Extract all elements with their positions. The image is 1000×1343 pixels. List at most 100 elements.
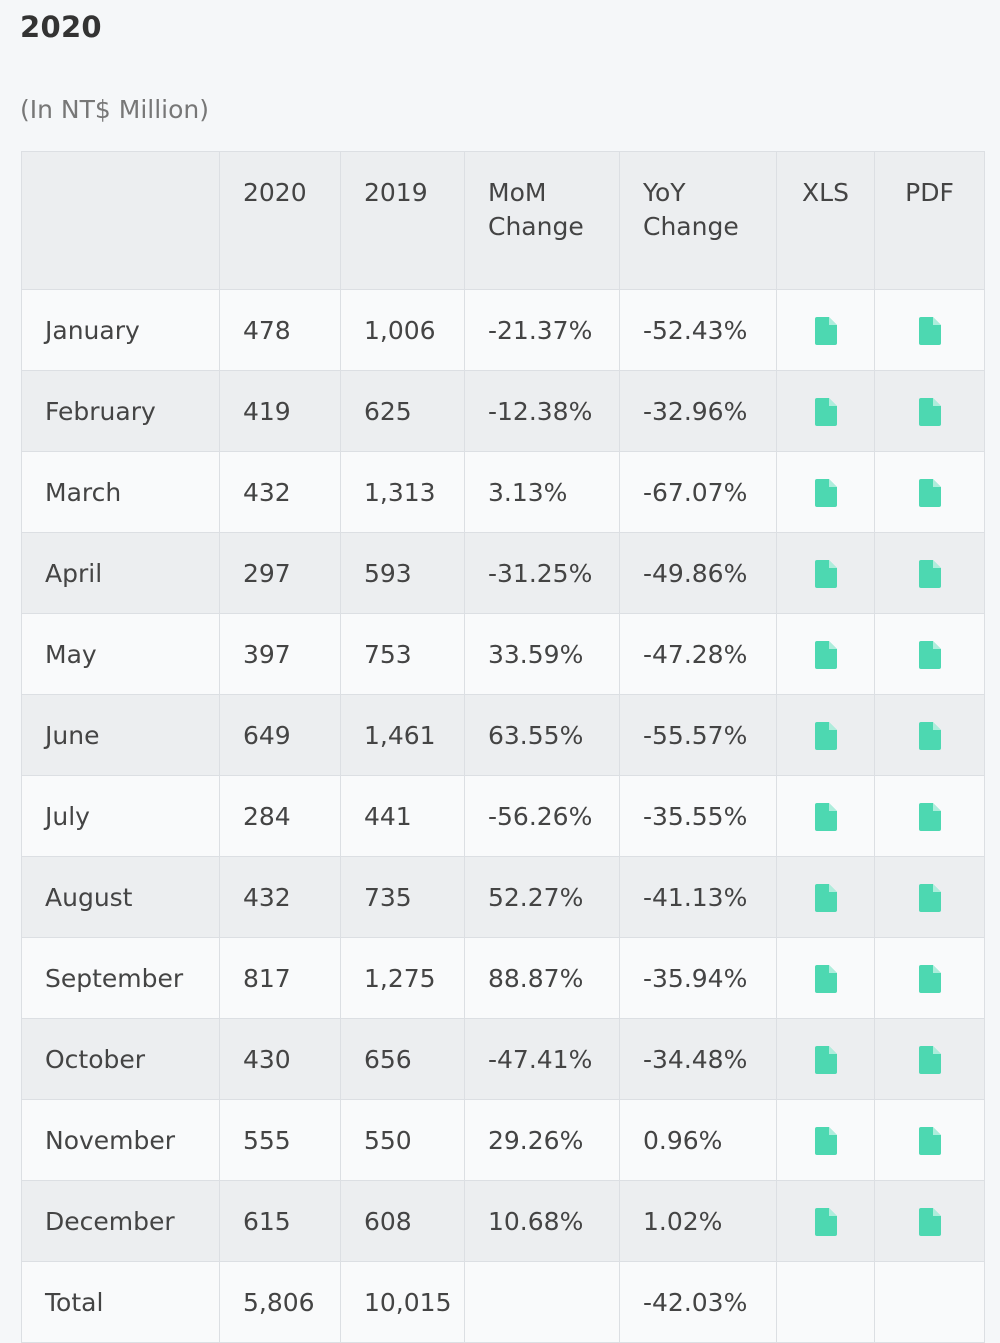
xls-download-link[interactable] <box>776 775 875 857</box>
month-label: January <box>21 289 220 371</box>
table-row: December 615 608 10.68% 1.02% <box>21 1180 985 1262</box>
xls-download-link[interactable] <box>776 532 875 614</box>
table-row: April 297 593 -31.25% -49.86% <box>21 532 985 614</box>
xls-file-icon <box>814 479 837 507</box>
table-row: November 555 550 29.26% 0.96% <box>21 1099 985 1181</box>
month-label: August <box>21 856 220 938</box>
revenue-2020: 478 <box>219 289 341 371</box>
pdf-download-link[interactable] <box>874 451 985 533</box>
pdf-file-icon <box>918 722 941 750</box>
revenue-2019: 550 <box>340 1099 465 1181</box>
yoy-change: -55.57% <box>619 694 777 776</box>
mom-change: 63.55% <box>464 694 620 776</box>
xls-file-icon <box>814 1208 837 1236</box>
revenue-2020: 555 <box>219 1099 341 1181</box>
yoy-change: -34.48% <box>619 1018 777 1100</box>
xls-download-link[interactable] <box>776 694 875 776</box>
revenue-2020: 419 <box>219 370 341 452</box>
revenue-2020: 817 <box>219 937 341 1019</box>
xls-file-icon <box>814 884 837 912</box>
month-label: July <box>21 775 220 857</box>
xls-file-icon <box>814 803 837 831</box>
yoy-change: -32.96% <box>619 370 777 452</box>
revenue-2020: 430 <box>219 1018 341 1100</box>
mom-change: 52.27% <box>464 856 620 938</box>
xls-download-link[interactable] <box>776 1099 875 1181</box>
table-row: August 432 735 52.27% -41.13% <box>21 856 985 938</box>
pdf-file-icon <box>918 1208 941 1236</box>
revenue-2020: 297 <box>219 532 341 614</box>
xls-download-link[interactable] <box>776 289 875 371</box>
pdf-download-link[interactable] <box>874 775 985 857</box>
mom-change: 33.59% <box>464 613 620 695</box>
month-label: February <box>21 370 220 452</box>
header-pdf: PDF <box>874 151 985 290</box>
xls-download-link[interactable] <box>776 937 875 1019</box>
yoy-change: 0.96% <box>619 1099 777 1181</box>
month-label: April <box>21 532 220 614</box>
header-yoy-change: YoY Change <box>619 151 777 290</box>
yoy-change: -41.13% <box>619 856 777 938</box>
xls-file-icon <box>814 398 837 426</box>
table-row: October 430 656 -47.41% -34.48% <box>21 1018 985 1100</box>
yoy-change: -35.94% <box>619 937 777 1019</box>
unit-note: (In NT$ Million) <box>20 95 209 124</box>
table-row: July 284 441 -56.26% -35.55% <box>21 775 985 857</box>
xls-file-icon <box>814 722 837 750</box>
revenue-2019: 1,275 <box>340 937 465 1019</box>
mom-change: -31.25% <box>464 532 620 614</box>
yoy-change: -67.07% <box>619 451 777 533</box>
revenue-2019: 441 <box>340 775 465 857</box>
pdf-download-link[interactable] <box>874 694 985 776</box>
total-2019: 10,015 <box>340 1261 465 1343</box>
xls-download-link[interactable] <box>776 370 875 452</box>
month-label: May <box>21 613 220 695</box>
mom-change: 10.68% <box>464 1180 620 1262</box>
xls-download-link[interactable] <box>776 856 875 938</box>
total-yoy: -42.03% <box>619 1261 777 1343</box>
pdf-file-icon <box>918 641 941 669</box>
xls-download-link[interactable] <box>776 1018 875 1100</box>
pdf-download-link[interactable] <box>874 613 985 695</box>
xls-download-link[interactable] <box>776 451 875 533</box>
xls-download-link[interactable] <box>776 613 875 695</box>
table-row: January 478 1,006 -21.37% -52.43% <box>21 289 985 371</box>
table-row-total: Total 5,806 10,015 -42.03% <box>21 1261 985 1343</box>
revenue-2019: 753 <box>340 613 465 695</box>
month-label: June <box>21 694 220 776</box>
yoy-change: 1.02% <box>619 1180 777 1262</box>
pdf-download-link[interactable] <box>874 1099 985 1181</box>
revenue-2019: 1,461 <box>340 694 465 776</box>
pdf-download-link[interactable] <box>874 1018 985 1100</box>
table-row: June 649 1,461 63.55% -55.57% <box>21 694 985 776</box>
xls-file-icon <box>814 1127 837 1155</box>
header-2020: 2020 <box>219 151 341 290</box>
revenue-2019: 625 <box>340 370 465 452</box>
revenue-2019: 593 <box>340 532 465 614</box>
xls-download-link[interactable] <box>776 1180 875 1262</box>
pdf-download-link[interactable] <box>874 1180 985 1262</box>
revenue-2020: 649 <box>219 694 341 776</box>
xls-file-icon <box>814 641 837 669</box>
pdf-download-link[interactable] <box>874 532 985 614</box>
yoy-change: -47.28% <box>619 613 777 695</box>
pdf-download-link[interactable] <box>874 289 985 371</box>
pdf-file-icon <box>918 479 941 507</box>
yoy-change: -35.55% <box>619 775 777 857</box>
pdf-file-icon <box>918 965 941 993</box>
pdf-download-link[interactable] <box>874 856 985 938</box>
xls-file-icon <box>814 1046 837 1074</box>
total-2020: 5,806 <box>219 1261 341 1343</box>
revenue-2019: 656 <box>340 1018 465 1100</box>
revenue-2020: 397 <box>219 613 341 695</box>
total-mom <box>464 1261 620 1343</box>
total-xls-empty <box>776 1261 875 1343</box>
page-title: 2020 <box>20 10 102 44</box>
pdf-download-link[interactable] <box>874 937 985 1019</box>
pdf-file-icon <box>918 560 941 588</box>
mom-change: -56.26% <box>464 775 620 857</box>
xls-file-icon <box>814 317 837 345</box>
revenue-2020: 615 <box>219 1180 341 1262</box>
pdf-download-link[interactable] <box>874 370 985 452</box>
